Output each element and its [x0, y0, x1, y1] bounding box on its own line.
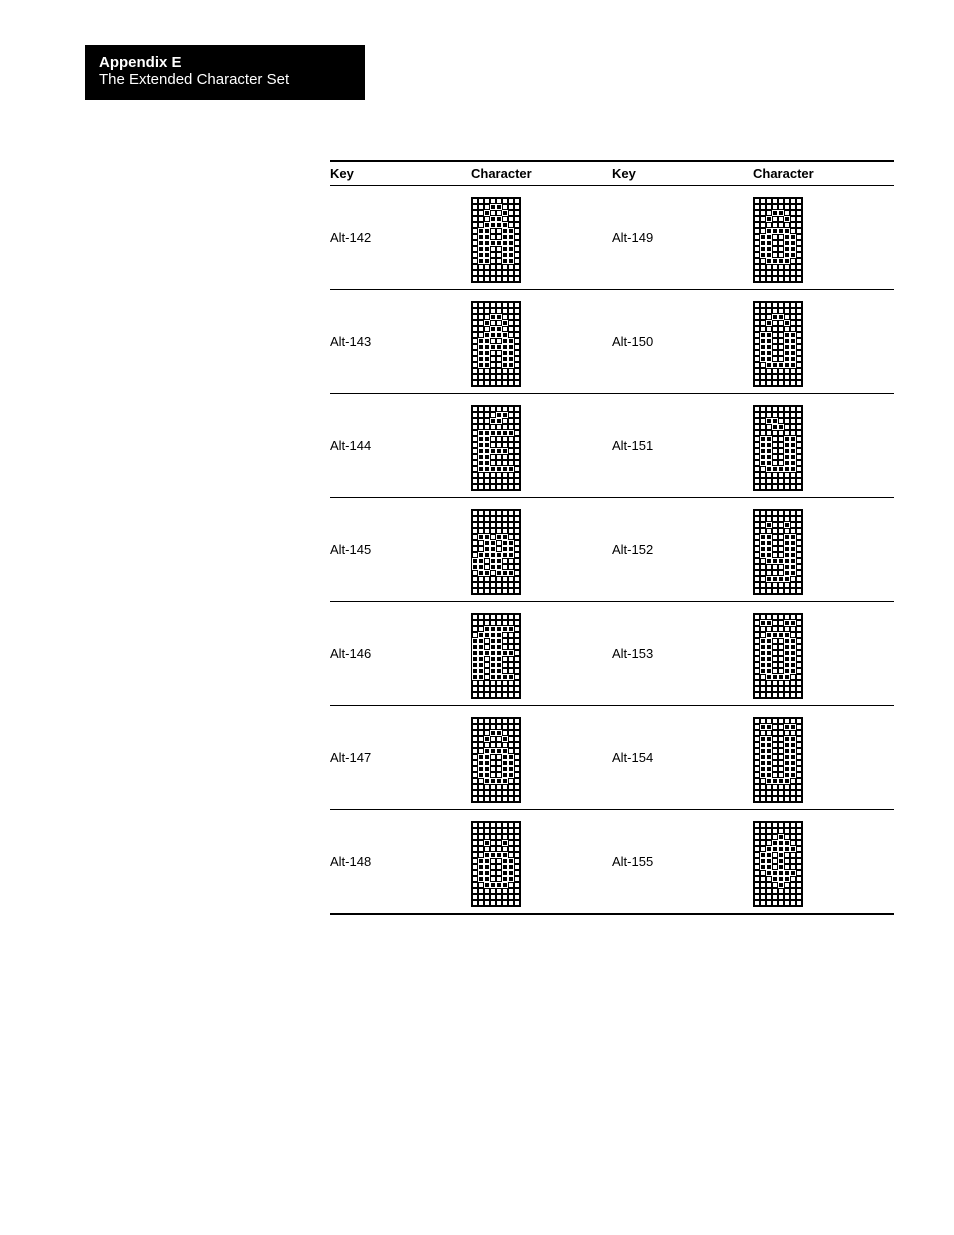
- col-header-char-right: Character: [753, 161, 894, 186]
- appendix-subtitle: The Extended Character Set: [99, 72, 351, 89]
- character-cell: [753, 394, 894, 498]
- key-cell: Alt-153: [612, 602, 753, 706]
- key-cell: Alt-149: [612, 186, 753, 290]
- character-cell: [471, 186, 612, 290]
- character-cell: [753, 602, 894, 706]
- character-cell: [753, 706, 894, 810]
- col-header-char-left: Character: [471, 161, 612, 186]
- character-cell: [471, 498, 612, 602]
- character-cell: [471, 394, 612, 498]
- col-header-key-left: Key: [330, 161, 471, 186]
- appendix-title: Appendix E: [99, 55, 351, 72]
- glyph-grid: [753, 613, 803, 699]
- glyph-grid: [471, 509, 521, 595]
- glyph-grid: [753, 405, 803, 491]
- character-cell: [753, 186, 894, 290]
- table-row: Alt-146 Alt-153: [330, 602, 894, 706]
- character-cell: [471, 810, 612, 915]
- character-cell: [471, 706, 612, 810]
- glyph-grid: [471, 821, 521, 907]
- appendix-header: Appendix E The Extended Character Set: [85, 45, 365, 100]
- col-header-key-right: Key: [612, 161, 753, 186]
- key-cell: Alt-148: [330, 810, 471, 915]
- character-table: Key Character Key Character Alt-142Alt-1…: [330, 160, 894, 915]
- key-cell: Alt-142: [330, 186, 471, 290]
- character-cell: [471, 290, 612, 394]
- glyph-grid: [471, 197, 521, 283]
- table-row: Alt-142 Alt-149: [330, 186, 894, 290]
- table-row: Alt-148 Alt-155: [330, 810, 894, 915]
- character-cell: [753, 498, 894, 602]
- content-area: Key Character Key Character Alt-142Alt-1…: [330, 160, 894, 915]
- table-row: Alt-147 Alt-154: [330, 706, 894, 810]
- glyph-grid: [471, 613, 521, 699]
- glyph-grid: [471, 301, 521, 387]
- key-cell: Alt-152: [612, 498, 753, 602]
- glyph-grid: [471, 405, 521, 491]
- key-cell: Alt-150: [612, 290, 753, 394]
- key-cell: Alt-143: [330, 290, 471, 394]
- table-row: Alt-143 Alt-150: [330, 290, 894, 394]
- glyph-grid: [753, 301, 803, 387]
- glyph-grid: [753, 509, 803, 595]
- table-row: Alt-144 Alt-151: [330, 394, 894, 498]
- character-cell: [753, 290, 894, 394]
- character-cell: [753, 810, 894, 915]
- glyph-grid: [753, 821, 803, 907]
- key-cell: Alt-151: [612, 394, 753, 498]
- key-cell: Alt-146: [330, 602, 471, 706]
- glyph-grid: [753, 197, 803, 283]
- glyph-grid: [471, 717, 521, 803]
- character-cell: [471, 602, 612, 706]
- key-cell: Alt-155: [612, 810, 753, 915]
- key-cell: Alt-147: [330, 706, 471, 810]
- glyph-grid: [753, 717, 803, 803]
- key-cell: Alt-145: [330, 498, 471, 602]
- table-row: Alt-145 Alt-152: [330, 498, 894, 602]
- key-cell: Alt-154: [612, 706, 753, 810]
- key-cell: Alt-144: [330, 394, 471, 498]
